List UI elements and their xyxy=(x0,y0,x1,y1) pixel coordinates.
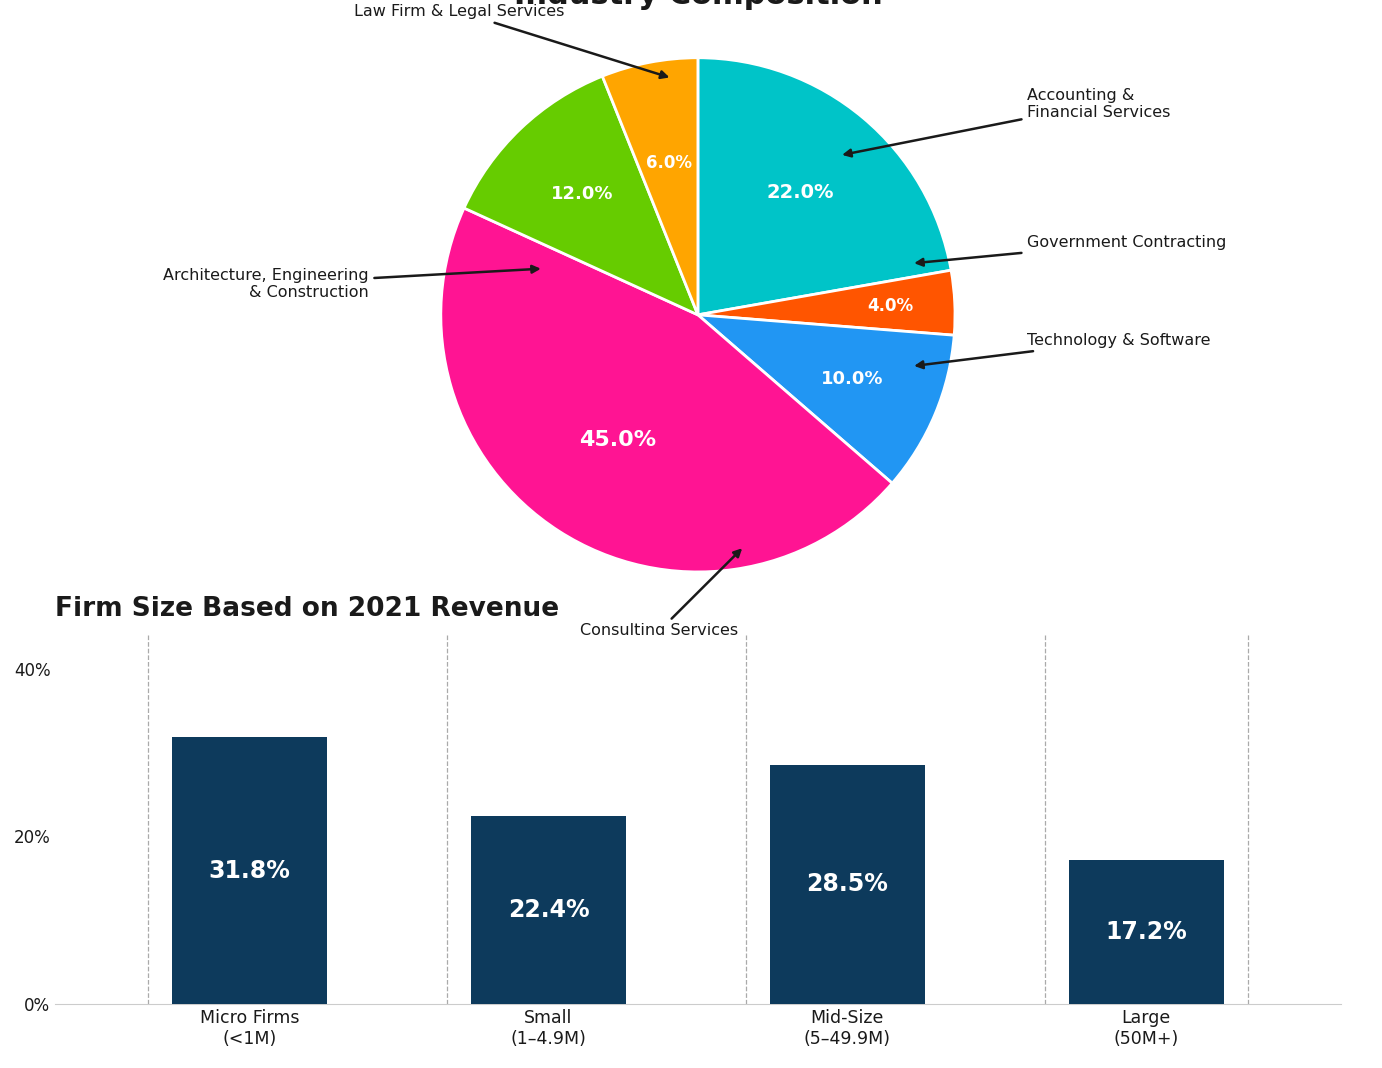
Text: Technology & Software: Technology & Software xyxy=(916,333,1211,368)
Title: Industry Composition: Industry Composition xyxy=(514,0,882,11)
Wedge shape xyxy=(698,270,955,335)
Bar xyxy=(471,816,626,1004)
Bar xyxy=(770,765,925,1004)
Text: Architecture, Engineering
& Construction: Architecture, Engineering & Construction xyxy=(163,266,538,300)
Text: 4.0%: 4.0% xyxy=(868,297,914,315)
Text: Government Contracting: Government Contracting xyxy=(916,235,1226,266)
Text: 31.8%: 31.8% xyxy=(209,859,290,882)
Wedge shape xyxy=(603,58,698,315)
Text: Accounting &
Financial Services: Accounting & Financial Services xyxy=(844,88,1171,156)
Text: 6.0%: 6.0% xyxy=(645,155,692,172)
Text: 22.0%: 22.0% xyxy=(767,184,835,202)
Text: Firm Size Based on 2021 Revenue: Firm Size Based on 2021 Revenue xyxy=(55,596,560,622)
Text: Consulting Services: Consulting Services xyxy=(580,550,741,639)
Bar xyxy=(171,737,328,1004)
Text: 45.0%: 45.0% xyxy=(579,430,656,451)
Text: Law Firm & Legal Services: Law Firm & Legal Services xyxy=(354,4,668,78)
Text: 12.0%: 12.0% xyxy=(551,185,614,203)
Wedge shape xyxy=(698,315,954,483)
Wedge shape xyxy=(464,76,698,315)
Text: 10.0%: 10.0% xyxy=(821,371,883,389)
Text: 22.4%: 22.4% xyxy=(507,898,589,922)
Text: 28.5%: 28.5% xyxy=(807,873,889,896)
Wedge shape xyxy=(698,58,951,315)
Bar xyxy=(1068,860,1224,1004)
Wedge shape xyxy=(441,208,893,572)
Text: 17.2%: 17.2% xyxy=(1106,920,1187,944)
